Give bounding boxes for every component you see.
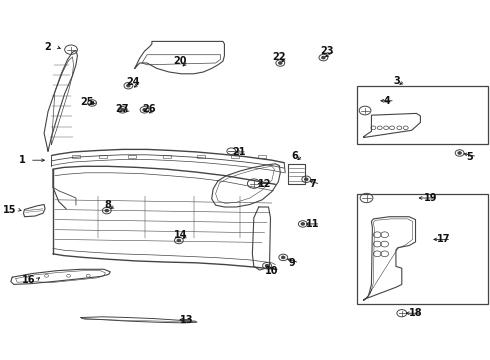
Bar bbox=[357, 194, 488, 304]
Circle shape bbox=[279, 62, 282, 64]
Text: 12: 12 bbox=[258, 179, 271, 189]
Bar bbox=[128, 155, 136, 158]
Text: 5: 5 bbox=[466, 152, 473, 162]
Text: 8: 8 bbox=[104, 200, 111, 210]
Text: 19: 19 bbox=[423, 193, 437, 203]
Text: 23: 23 bbox=[320, 46, 334, 56]
Circle shape bbox=[91, 102, 94, 104]
Text: 13: 13 bbox=[179, 315, 193, 325]
Text: 7: 7 bbox=[309, 179, 316, 189]
Text: 24: 24 bbox=[126, 77, 140, 87]
Circle shape bbox=[282, 256, 285, 258]
Text: 1: 1 bbox=[19, 155, 25, 165]
Text: 14: 14 bbox=[173, 230, 187, 240]
Bar bbox=[99, 155, 107, 158]
Circle shape bbox=[105, 210, 108, 212]
Text: 26: 26 bbox=[143, 104, 156, 114]
Bar bbox=[163, 155, 171, 158]
Text: 27: 27 bbox=[115, 104, 128, 114]
Text: 9: 9 bbox=[288, 258, 295, 268]
Bar bbox=[231, 155, 239, 158]
Text: 20: 20 bbox=[173, 56, 187, 66]
Text: 4: 4 bbox=[384, 96, 391, 106]
Text: 6: 6 bbox=[292, 150, 298, 161]
Text: 25: 25 bbox=[80, 96, 94, 107]
Circle shape bbox=[458, 152, 461, 154]
Circle shape bbox=[301, 223, 304, 225]
Text: 16: 16 bbox=[22, 275, 35, 285]
Circle shape bbox=[177, 239, 180, 242]
Text: 21: 21 bbox=[232, 147, 246, 157]
Text: 10: 10 bbox=[265, 266, 279, 276]
Text: 17: 17 bbox=[437, 234, 450, 244]
Bar bbox=[72, 155, 80, 158]
Text: 2: 2 bbox=[45, 42, 51, 52]
Text: 15: 15 bbox=[3, 204, 17, 215]
Text: 11: 11 bbox=[306, 219, 319, 229]
Bar bbox=[258, 155, 266, 158]
Circle shape bbox=[127, 85, 130, 87]
Circle shape bbox=[305, 178, 308, 180]
Circle shape bbox=[322, 57, 325, 59]
Circle shape bbox=[143, 109, 146, 111]
Text: 3: 3 bbox=[393, 76, 400, 86]
Bar bbox=[357, 86, 488, 144]
Text: 18: 18 bbox=[409, 308, 422, 318]
Bar bbox=[197, 155, 205, 158]
Circle shape bbox=[121, 109, 124, 111]
Text: 22: 22 bbox=[272, 52, 286, 62]
Circle shape bbox=[266, 265, 269, 267]
